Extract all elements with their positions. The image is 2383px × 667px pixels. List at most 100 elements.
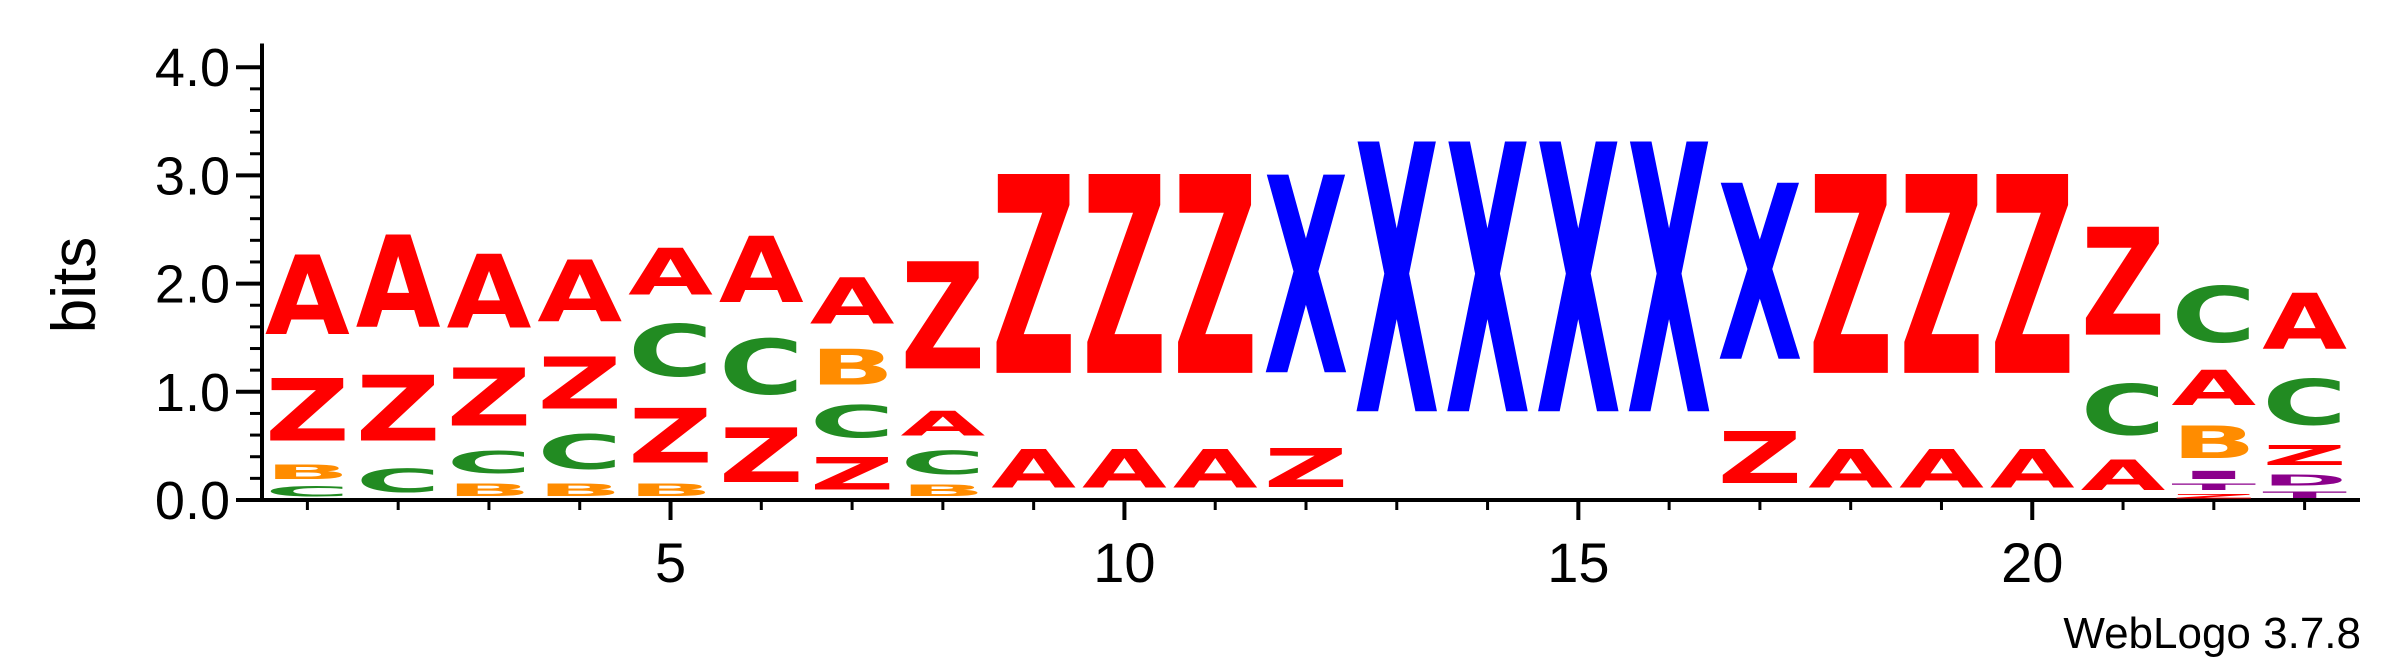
glyph-z-pos4: Z [537, 342, 622, 425]
glyph-z-pos8: Z [900, 233, 985, 403]
svg-text:A: A [900, 404, 985, 444]
glyph-a-pos5: A [628, 236, 713, 310]
glyph-b-pos5: B [628, 481, 713, 500]
svg-text:B: B [628, 481, 713, 500]
svg-text:T: T [2262, 489, 2347, 500]
glyph-c-pos5: C [628, 310, 713, 393]
svg-text:A: A [1082, 439, 1167, 500]
glyph-a-pos9: A [991, 439, 1076, 500]
glyph-t-pos23: T [2262, 489, 2347, 500]
glyph-a-pos20: A [1990, 439, 2075, 500]
svg-text:A: A [991, 439, 1076, 500]
glyph-c-pos6: C [719, 324, 804, 412]
glyph-b-pos4: B [537, 481, 622, 500]
glyph-z-pos21: Z [2081, 198, 2166, 370]
glyph-z-pos7: Z [810, 448, 895, 500]
glyph-c-pos1: C [265, 484, 350, 500]
glyph-z-pos5: Z [628, 394, 713, 481]
glyph-z-pos17: Z [1718, 417, 1803, 500]
glyph-a-pos18: A [1808, 439, 1893, 500]
glyph-c-pos3: C [447, 445, 532, 480]
svg-text:C: C [2171, 272, 2256, 361]
glyph-z-pos22: Z [2171, 492, 2256, 500]
svg-text:A: A [356, 209, 441, 357]
glyph-z-pos9: Z [991, 121, 1076, 438]
svg-text:Z: Z [900, 233, 985, 403]
glyph-x-pos17: X [1718, 136, 1803, 417]
svg-text:Z: Z [719, 413, 804, 500]
svg-text:B: B [537, 481, 622, 500]
svg-text:Z: Z [628, 394, 713, 481]
svg-text:A: A [628, 236, 713, 310]
glyph-a-pos23: A [2262, 278, 2347, 367]
glyph-z-pos18: Z [1808, 121, 1893, 438]
svg-text:I: I [2171, 469, 2256, 482]
glyph-z-pos23: Z [2262, 440, 2347, 472]
svg-text:C: C [628, 310, 713, 393]
svg-text:C: C [810, 396, 895, 448]
glyph-a-pos8: A [900, 404, 985, 444]
glyph-t-pos22: T [2171, 482, 2256, 493]
y-tick-label: 1.0 [155, 363, 230, 423]
glyph-x-pos12: X [1264, 121, 1349, 437]
glyph-d-pos23: D [2262, 472, 2347, 489]
svg-text:A: A [1899, 439, 1984, 500]
glyph-c-pos8: C [900, 444, 985, 482]
svg-text:A: A [1808, 439, 1893, 500]
glyph-i-pos22: I [2171, 469, 2256, 482]
svg-text:X: X [1354, 70, 1439, 500]
svg-text:Z: Z [447, 352, 532, 445]
svg-text:A: A [2171, 360, 2256, 416]
glyph-a-pos11: A [1173, 439, 1258, 500]
glyph-z-pos10: Z [1082, 121, 1167, 438]
x-tick-label: 15 [1547, 531, 1609, 594]
svg-text:B: B [2171, 417, 2256, 469]
glyph-b-pos22: B [2171, 417, 2256, 469]
svg-text:Z: Z [537, 342, 622, 425]
axes: 0.0 1.0 2.0 3.0 4.0 5 10 15 20 [155, 38, 2360, 594]
svg-text:Z: Z [1808, 121, 1893, 438]
svg-text:B: B [810, 339, 895, 396]
y-tick-label: 3.0 [155, 146, 230, 206]
glyph-z-pos11: Z [1173, 121, 1258, 438]
svg-text:X: X [1536, 70, 1621, 500]
y-tick-label: 2.0 [155, 255, 230, 315]
y-tick-label: 4.0 [155, 38, 230, 98]
svg-text:C: C [265, 484, 350, 500]
svg-text:B: B [900, 482, 985, 500]
svg-text:Z: Z [265, 362, 350, 462]
glyph-a-pos7: A [810, 266, 895, 339]
glyph-z-pos3: Z [447, 352, 532, 445]
glyph-a-pos22: A [2171, 360, 2256, 416]
glyph-z-pos1: Z [265, 362, 350, 462]
svg-text:Z: Z [1082, 121, 1167, 438]
svg-text:A: A [2262, 278, 2347, 367]
svg-text:Z: Z [1173, 121, 1258, 438]
glyph-b-pos8: B [900, 482, 985, 500]
svg-text:Z: Z [1718, 417, 1803, 500]
glyph-a-pos21: A [2081, 451, 2166, 500]
glyph-b-pos3: B [447, 481, 532, 500]
glyph-z-pos6: Z [719, 413, 804, 500]
glyph-c-pos2: C [356, 462, 441, 500]
glyph-x-pos14: X [1445, 70, 1530, 500]
glyph-x-pos16: X [1627, 70, 1712, 500]
svg-text:B: B [447, 481, 532, 500]
svg-text:T: T [2171, 482, 2256, 493]
glyph-a-pos19: A [1899, 439, 1984, 500]
svg-text:A: A [719, 218, 804, 323]
glyph-c-pos7: C [810, 396, 895, 448]
svg-text:C: C [2081, 371, 2166, 451]
weblogo-credit: WebLogo 3.7.8 [2063, 609, 2361, 658]
glyph-c-pos21: C [2081, 371, 2166, 451]
glyph-c-pos22: C [2171, 272, 2256, 361]
svg-text:X: X [1718, 136, 1803, 417]
svg-text:X: X [1445, 70, 1530, 500]
svg-text:A: A [265, 233, 350, 360]
glyph-z-pos19: Z [1899, 121, 1984, 438]
svg-text:C: C [537, 425, 622, 480]
glyph-c-pos4: C [537, 425, 622, 480]
svg-text:B: B [265, 461, 350, 484]
svg-text:A: A [810, 266, 895, 339]
